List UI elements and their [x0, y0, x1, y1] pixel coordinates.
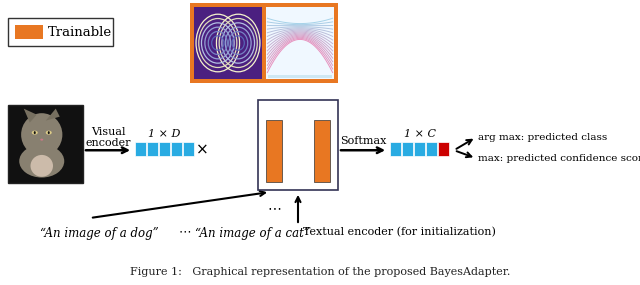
Text: 1 × D: 1 × D: [148, 129, 180, 139]
FancyBboxPatch shape: [426, 142, 437, 156]
Text: 1 × C: 1 × C: [403, 129, 435, 139]
Ellipse shape: [32, 131, 38, 135]
FancyBboxPatch shape: [8, 18, 113, 46]
FancyBboxPatch shape: [183, 142, 194, 156]
FancyBboxPatch shape: [147, 142, 158, 156]
FancyBboxPatch shape: [390, 142, 401, 156]
FancyBboxPatch shape: [15, 25, 43, 39]
FancyBboxPatch shape: [314, 120, 330, 182]
Text: max: predicted confidence score: max: predicted confidence score: [478, 154, 640, 163]
Polygon shape: [45, 109, 60, 121]
Polygon shape: [24, 109, 36, 123]
Ellipse shape: [34, 131, 36, 134]
Text: ×: ×: [196, 143, 209, 158]
FancyBboxPatch shape: [438, 142, 449, 156]
Text: encoder: encoder: [85, 138, 131, 148]
Ellipse shape: [21, 113, 62, 156]
Text: ⋯: ⋯: [267, 201, 281, 215]
Text: W: W: [264, 105, 278, 117]
FancyBboxPatch shape: [171, 142, 182, 156]
Text: arg max: predicted class: arg max: predicted class: [478, 133, 607, 142]
Text: Visual: Visual: [91, 127, 125, 137]
Ellipse shape: [31, 155, 53, 177]
FancyBboxPatch shape: [414, 142, 425, 156]
FancyBboxPatch shape: [194, 7, 262, 79]
FancyBboxPatch shape: [258, 100, 338, 190]
Text: ...: ...: [291, 146, 305, 160]
Text: “An image of a dog”: “An image of a dog”: [40, 227, 159, 239]
Text: ⋯: ⋯: [175, 227, 195, 239]
FancyBboxPatch shape: [266, 7, 334, 79]
Ellipse shape: [48, 131, 50, 134]
FancyBboxPatch shape: [402, 142, 413, 156]
FancyBboxPatch shape: [266, 120, 282, 182]
FancyBboxPatch shape: [159, 142, 170, 156]
Text: Figure 1:   Graphical representation of the proposed BayesAdapter.: Figure 1: Graphical representation of th…: [130, 267, 510, 277]
Text: Textual encoder (for initialization): Textual encoder (for initialization): [303, 227, 496, 237]
Polygon shape: [268, 75, 332, 78]
FancyBboxPatch shape: [8, 105, 83, 183]
Text: : D × C: : D × C: [275, 106, 316, 116]
Text: Trainable: Trainable: [48, 25, 112, 38]
FancyBboxPatch shape: [135, 142, 146, 156]
Ellipse shape: [40, 139, 44, 141]
Text: “An image of a cat”: “An image of a cat”: [195, 227, 310, 239]
FancyBboxPatch shape: [190, 3, 338, 83]
Ellipse shape: [19, 145, 64, 178]
Text: Softmax: Softmax: [340, 136, 386, 146]
Ellipse shape: [45, 131, 52, 135]
